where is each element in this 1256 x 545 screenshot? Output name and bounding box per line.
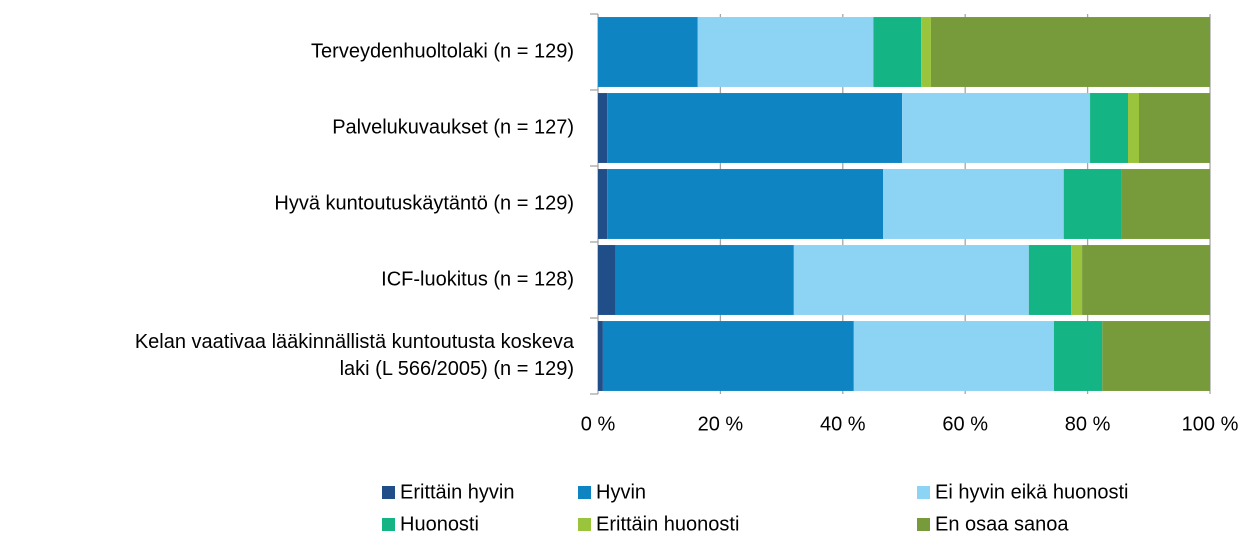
- bar-segment: [607, 93, 903, 163]
- bar-segment: [598, 17, 698, 87]
- legend-label: Ei hyvin eikä huonosti: [935, 481, 1128, 503]
- legend-swatch: [382, 486, 395, 499]
- bar-segment: [930, 17, 1210, 87]
- bar-segment: [1063, 169, 1122, 239]
- bar-segment: [598, 245, 616, 315]
- legend-label: Huonosti: [400, 513, 479, 535]
- legend-label: Erittäin huonosti: [596, 513, 739, 535]
- bar-segment: [1028, 245, 1072, 315]
- y-tick-label: Hyvä kuntoutuskäytäntö (n = 129): [274, 192, 574, 214]
- bar-segment: [697, 17, 874, 87]
- bar-segment: [602, 321, 854, 391]
- y-tick-label: ICF-luokitus (n = 128): [381, 268, 574, 290]
- bar-segment: [1102, 321, 1210, 391]
- bar-segment: [793, 245, 1029, 315]
- x-tick-label: 40 %: [820, 413, 866, 435]
- legend-swatch: [578, 486, 591, 499]
- legend-swatch: [382, 518, 395, 531]
- bar-segment: [598, 169, 608, 239]
- bar-segment: [873, 17, 922, 87]
- bar-segment: [853, 321, 1054, 391]
- x-tick-label: 80 %: [1065, 413, 1111, 435]
- legend-swatch: [917, 518, 930, 531]
- y-tick-label: Kelan vaativaa lääkinnällistä kuntoutust…: [135, 331, 575, 380]
- bar-segment: [615, 245, 794, 315]
- bar-segment: [902, 93, 1091, 163]
- bar-segment: [883, 169, 1064, 239]
- legend-label: Erittäin hyvin: [400, 481, 515, 503]
- bar-segment: [1071, 245, 1083, 315]
- legend-swatch: [578, 518, 591, 531]
- y-tick-label: Terveydenhuoltolaki (n = 129): [311, 40, 574, 62]
- legend-swatch: [917, 486, 930, 499]
- bar-segment: [1121, 169, 1210, 239]
- bar-segment: [1139, 93, 1210, 163]
- legend-label: Hyvin: [596, 481, 646, 503]
- bar-segment: [1053, 321, 1103, 391]
- bar-segment: [598, 93, 608, 163]
- legend-label: En osaa sanoa: [935, 513, 1069, 535]
- bar-segment: [921, 17, 931, 87]
- bar-segment: [1127, 93, 1140, 163]
- bar-segment: [1090, 93, 1128, 163]
- bar-segment: [607, 169, 884, 239]
- x-tick-label: 0 %: [581, 413, 616, 435]
- bar-segment: [1082, 245, 1210, 315]
- bar-segment: [598, 321, 603, 391]
- x-tick-label: 20 %: [698, 413, 744, 435]
- y-tick-label: Palvelukuvaukset (n = 127): [332, 116, 574, 138]
- x-tick-label: 100 %: [1182, 413, 1239, 435]
- x-tick-label: 60 %: [942, 413, 988, 435]
